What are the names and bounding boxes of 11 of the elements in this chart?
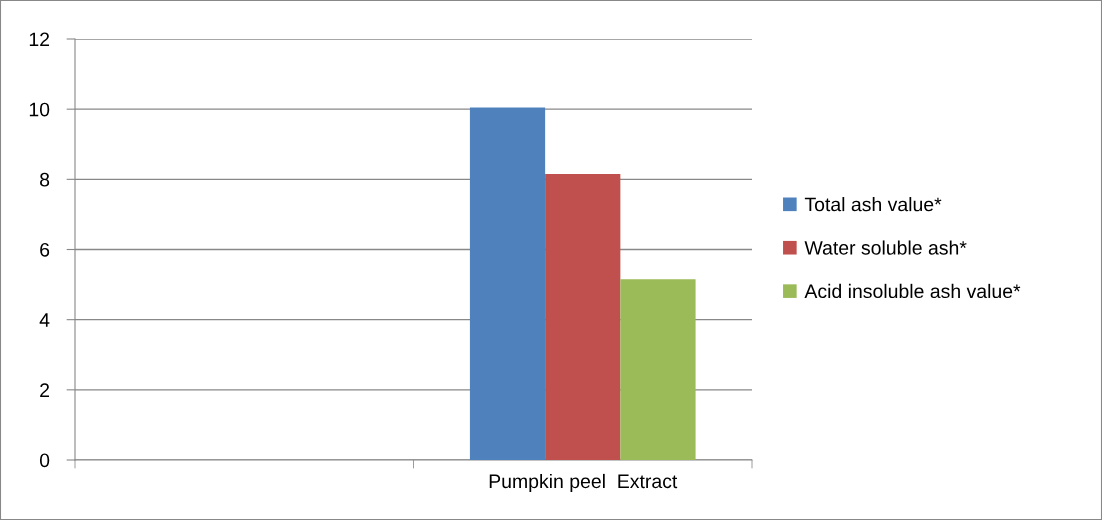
x-tick-label: Pumpkin peel Extract xyxy=(489,473,678,493)
legend-label: Water soluble ash* xyxy=(804,240,967,255)
y-tick-label: 6 xyxy=(40,242,50,257)
legend-label: Acid insoluble ash value* xyxy=(804,283,1021,299)
y-tick-label: 0 xyxy=(39,453,50,468)
y-tick-label: 4 xyxy=(39,313,50,327)
legend-label: Total ash value* xyxy=(804,197,942,212)
y-tick-label: 8 xyxy=(40,172,50,187)
y-tick-label: 12 xyxy=(29,32,50,47)
y-tick-label: 2 xyxy=(40,383,50,397)
y-tick-label: 10 xyxy=(29,102,50,117)
